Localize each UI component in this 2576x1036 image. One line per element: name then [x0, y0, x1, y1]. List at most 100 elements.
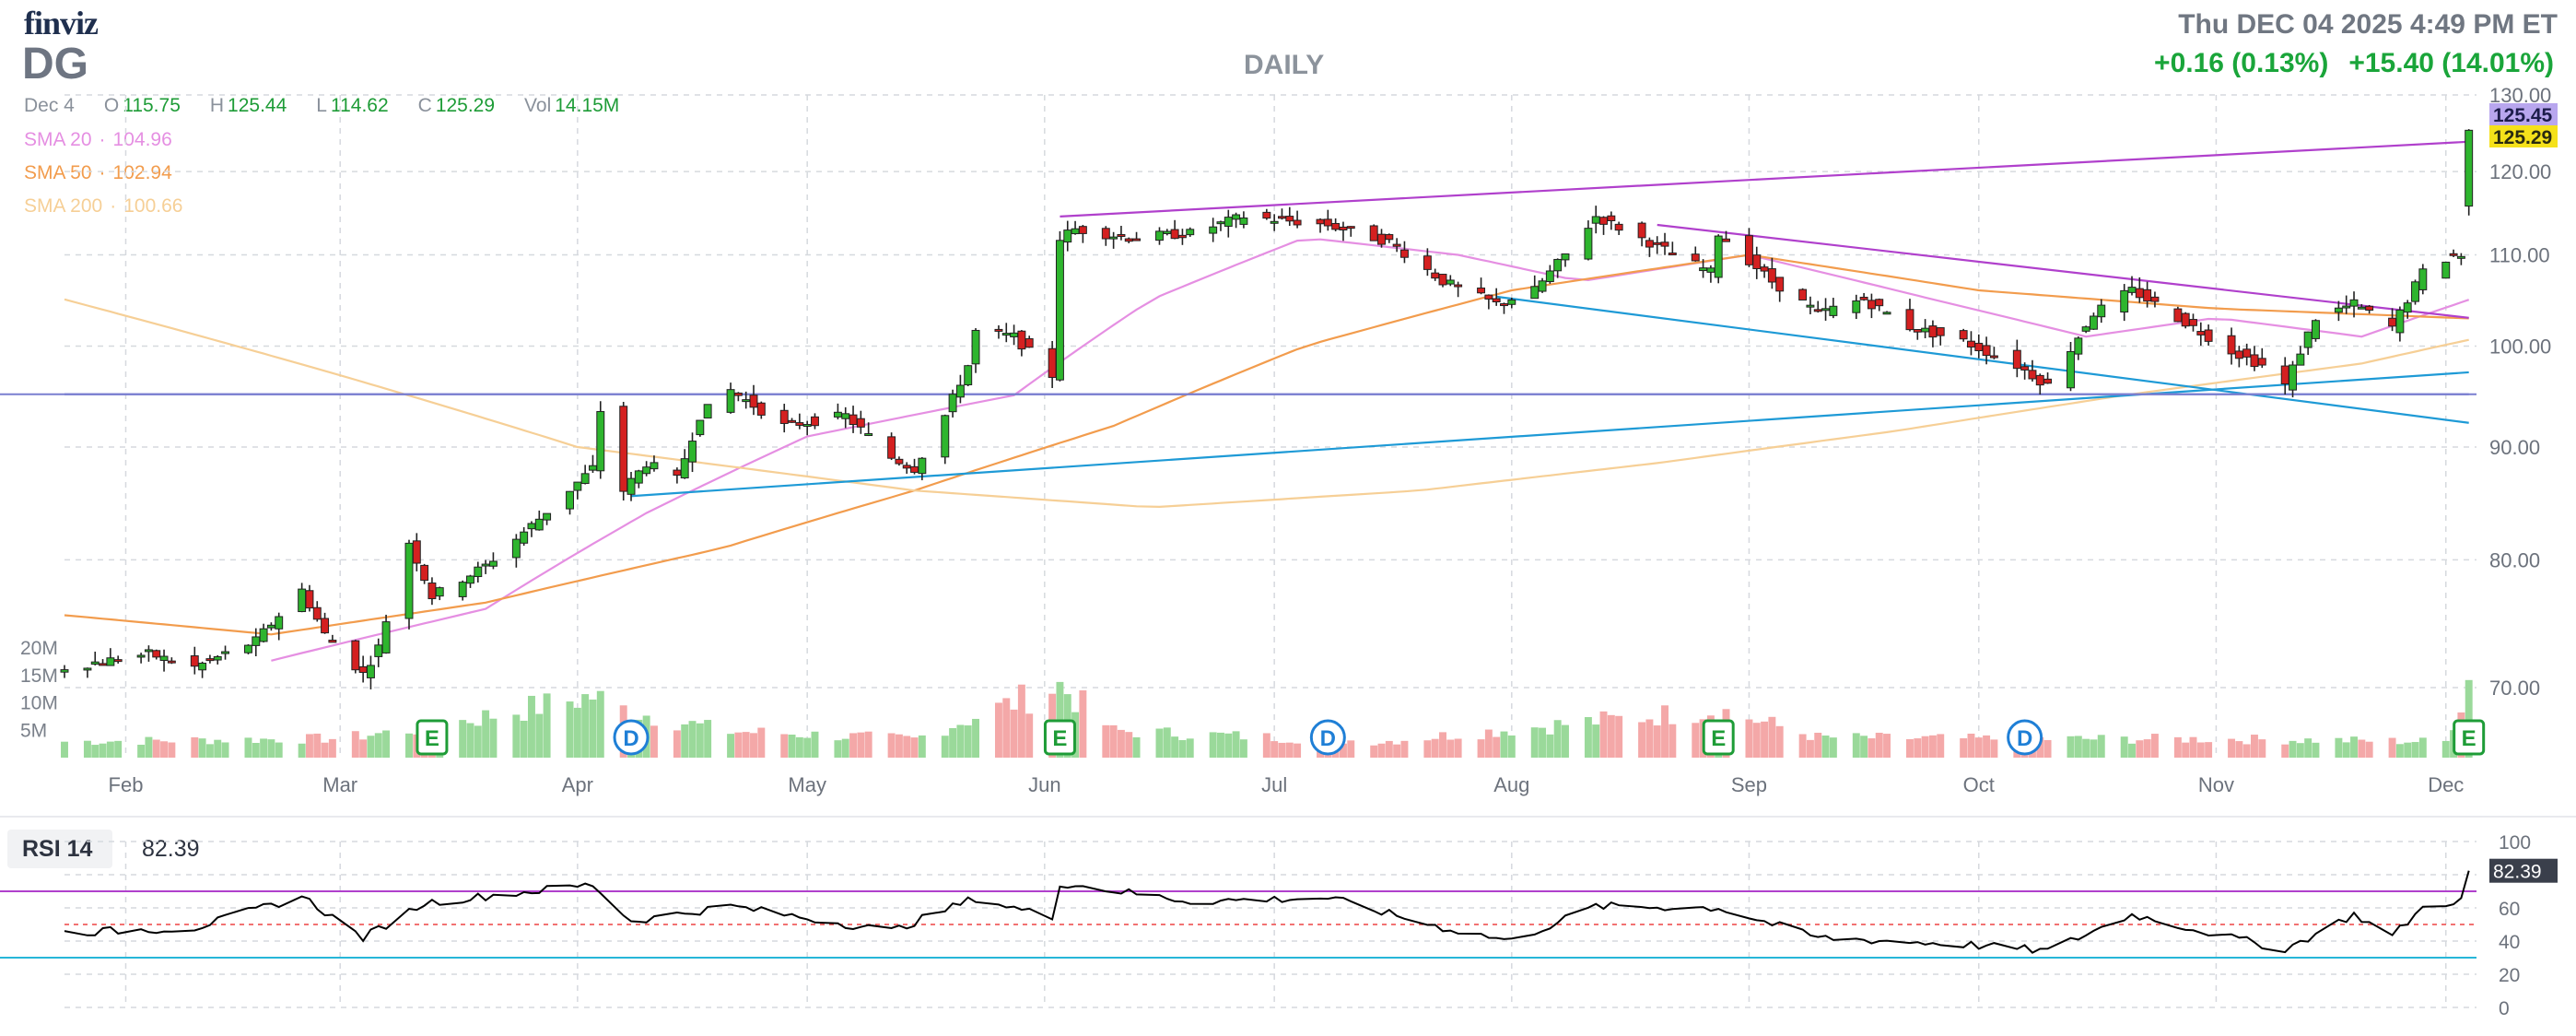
candle-body: [673, 469, 682, 477]
volume-bar: [650, 725, 658, 758]
volume-bar: [2335, 737, 2343, 758]
volume-bar: [1553, 720, 1562, 758]
open-label: O: [103, 95, 120, 116]
volume-bar: [535, 713, 544, 758]
candle-body: [642, 466, 651, 475]
volume-bar: [244, 737, 252, 758]
sma200-legend[interactable]: SMA 200 · 100.66: [24, 195, 183, 217]
volume-bar: [1906, 738, 1914, 758]
volume-bar: [2082, 738, 2090, 758]
volume-bar: [2296, 743, 2304, 758]
sma50-legend[interactable]: SMA 50 · 102.94: [24, 162, 172, 183]
volume-bar: [1132, 736, 1141, 758]
sma-line-1: [64, 253, 2469, 636]
candle-body: [841, 413, 850, 419]
candle-body: [566, 490, 574, 510]
volume-bar: [1607, 714, 1615, 758]
sma20-legend[interactable]: SMA 20 · 104.96: [24, 129, 172, 150]
candle-body: [106, 657, 115, 666]
dividend-marker-label: D: [1320, 726, 1336, 751]
volume-bar: [221, 742, 229, 758]
volume-bar: [750, 733, 757, 758]
volume-bar: [2289, 740, 2297, 758]
volume-bar: [152, 739, 160, 758]
volume-bar: [1539, 727, 1547, 758]
candle-body: [1982, 345, 1991, 357]
quote-datetime: Thu DEC 04 2025 4:49 PM ET: [2178, 9, 2558, 40]
volume-bar: [994, 702, 1002, 758]
candle-body: [90, 661, 100, 665]
candle-body: [964, 365, 973, 385]
volume-bar: [1546, 734, 1554, 758]
volume-bar: [849, 733, 858, 758]
volume-bar: [1025, 713, 1034, 758]
volume-bar: [520, 720, 528, 758]
volume-bar: [137, 744, 146, 758]
rsi-label-box[interactable]: [7, 830, 112, 868]
candle-body: [2028, 370, 2037, 380]
volume-tick-label: 20M: [20, 638, 58, 659]
candle-body: [2089, 315, 2098, 330]
candle-body: [1078, 226, 1087, 234]
volume-bar: [1002, 698, 1011, 758]
month-label: Dec: [2428, 773, 2464, 796]
candle-body: [726, 389, 735, 413]
volume-bar: [573, 707, 581, 758]
candle-body: [1882, 312, 1891, 315]
volume-bar: [1937, 734, 1945, 758]
candle-body: [688, 441, 697, 463]
candle-body: [1423, 255, 1432, 270]
volume-bar: [1860, 736, 1868, 758]
volume-bar: [2465, 679, 2473, 758]
volume-bar: [1294, 743, 1302, 758]
candle-body: [1706, 267, 1715, 273]
candle-body: [2173, 308, 2183, 323]
candle-body: [849, 414, 858, 426]
volume-bar: [512, 714, 521, 758]
candle-body: [1959, 330, 1968, 340]
dividend-marker: [1309, 719, 1346, 756]
candle-body: [756, 402, 766, 416]
candle-body: [2196, 331, 2206, 336]
volume-bar: [198, 738, 206, 758]
finviz-logo[interactable]: finviz: [24, 5, 99, 41]
candle-body: [2395, 309, 2405, 334]
candle-body: [1584, 228, 1593, 260]
candle-body: [1055, 240, 1064, 381]
earnings-marker: [2453, 719, 2486, 756]
candle-body: [1921, 327, 1930, 333]
candle-body: [520, 531, 529, 544]
low-label: L: [316, 95, 327, 116]
volume-bar: [1745, 719, 1753, 758]
candle-body: [2242, 348, 2252, 358]
candle-body: [1492, 298, 1501, 302]
candle-body: [1392, 243, 1401, 247]
candle-body: [650, 462, 659, 470]
candle-body: [466, 575, 474, 584]
candle-body: [856, 418, 865, 428]
volume-bar: [145, 736, 153, 758]
candle-body: [167, 660, 176, 664]
close-label: C: [417, 95, 432, 116]
earnings-marker: [416, 719, 449, 756]
volume-bar: [1615, 715, 1623, 758]
volume-bar: [114, 740, 123, 758]
candle-body: [1278, 216, 1286, 219]
candle-body: [481, 563, 490, 567]
volume-bar: [1431, 738, 1439, 758]
candle-body: [1239, 217, 1248, 225]
volume-bar: [2097, 735, 2105, 758]
candle-body: [1875, 299, 1884, 307]
volume-bar: [2067, 736, 2075, 758]
volume-bar: [405, 733, 413, 758]
volume-bar: [1914, 738, 1922, 758]
volume-bar: [267, 739, 275, 758]
candle-body: [1867, 300, 1876, 310]
candle-body: [1852, 300, 1861, 313]
candle-body: [1767, 268, 1776, 283]
candle-body: [955, 384, 965, 398]
candle-body: [113, 659, 123, 663]
price-tick-label: 90.00: [2489, 436, 2540, 459]
candle-body: [1477, 287, 1486, 294]
